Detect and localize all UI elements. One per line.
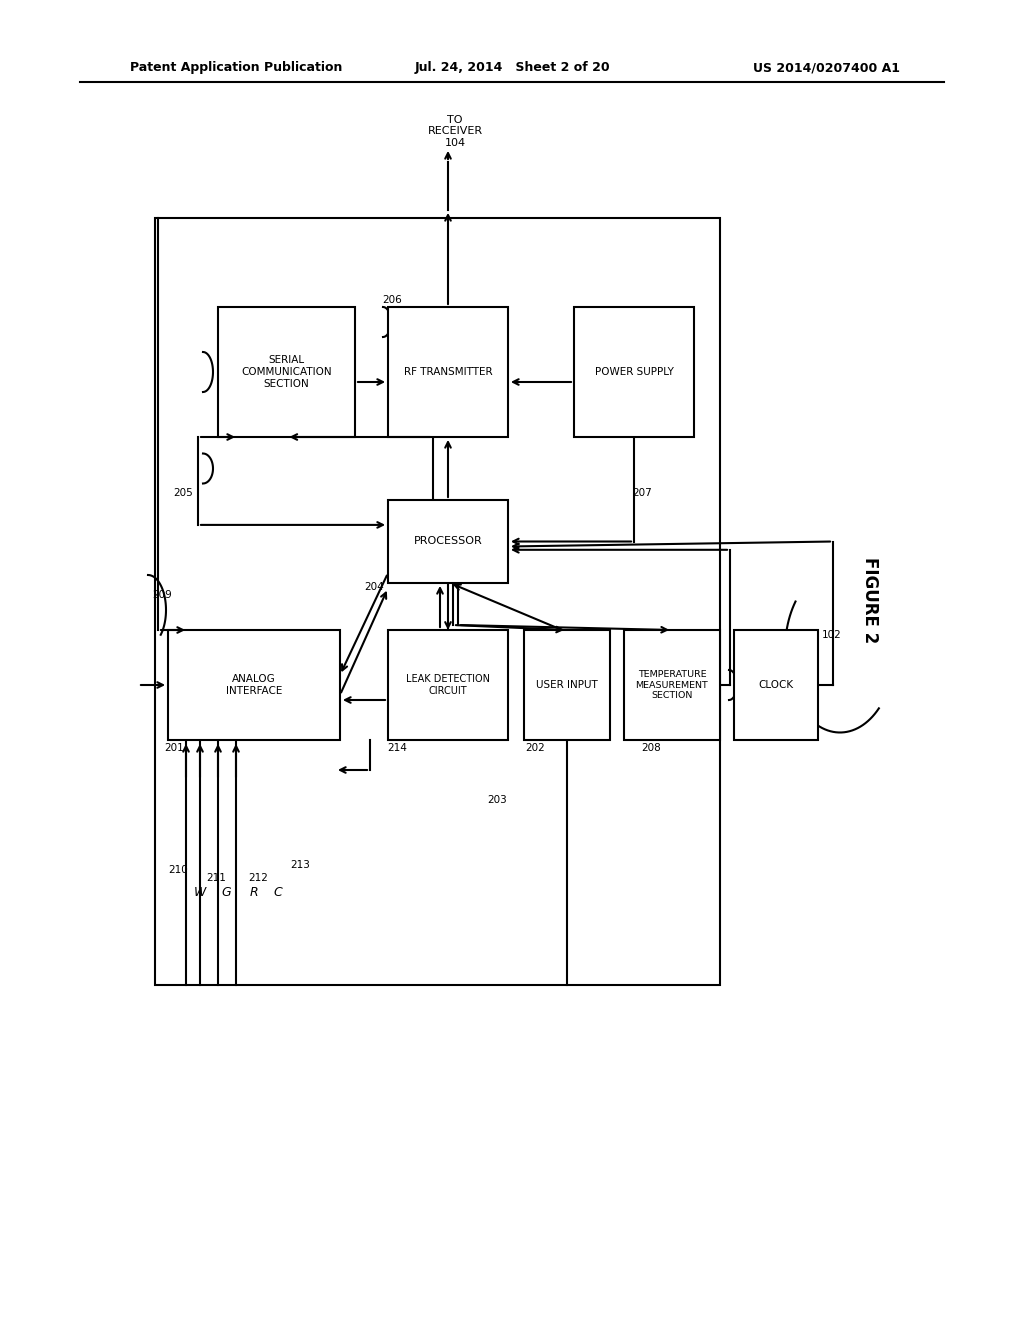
Text: Patent Application Publication: Patent Application Publication [130,62,342,74]
Text: 211: 211 [206,873,226,883]
Text: 203: 203 [487,795,507,805]
Text: C: C [273,887,283,899]
Bar [388,308,508,437]
Text: TEMPERATURE
MEASUREMENT
SECTION: TEMPERATURE MEASUREMENT SECTION [636,671,709,700]
Text: W: W [194,887,206,899]
Text: 212: 212 [248,873,268,883]
Bar [388,500,508,583]
Text: FIGURE 2: FIGURE 2 [861,557,879,643]
Text: 207: 207 [632,488,652,498]
Text: Jul. 24, 2014   Sheet 2 of 20: Jul. 24, 2014 Sheet 2 of 20 [414,62,610,74]
Text: RF TRANSMITTER: RF TRANSMITTER [403,367,493,378]
Text: US 2014/0207400 A1: US 2014/0207400 A1 [753,62,900,74]
Text: TO
RECEIVER
104: TO RECEIVER 104 [427,115,482,148]
Text: 208: 208 [641,743,660,752]
Bar [218,308,355,437]
Bar [388,630,508,741]
Text: 209: 209 [153,590,172,601]
Text: LEAK DETECTION
CIRCUIT: LEAK DETECTION CIRCUIT [406,675,490,696]
Bar [155,218,720,985]
Text: 102: 102 [822,630,842,640]
Text: USER INPUT: USER INPUT [537,680,598,690]
Bar [574,308,694,437]
Text: G: G [221,887,230,899]
Text: 201: 201 [164,743,184,752]
Text: 205: 205 [173,488,193,498]
Text: R: R [250,887,258,899]
Bar [524,630,610,741]
Text: PROCESSOR: PROCESSOR [414,536,482,546]
Text: 210: 210 [168,865,187,875]
Text: 204: 204 [365,582,384,591]
Bar [734,630,818,741]
Text: 213: 213 [290,861,310,870]
Bar [168,630,340,741]
Text: 206: 206 [382,294,401,305]
Text: POWER SUPPLY: POWER SUPPLY [595,367,674,378]
Text: 202: 202 [525,743,545,752]
Text: CLOCK: CLOCK [759,680,794,690]
Text: ANALOG
INTERFACE: ANALOG INTERFACE [226,675,283,696]
Text: 214: 214 [387,743,407,752]
Bar [624,630,720,741]
Text: SERIAL
COMMUNICATION
SECTION: SERIAL COMMUNICATION SECTION [242,355,332,388]
